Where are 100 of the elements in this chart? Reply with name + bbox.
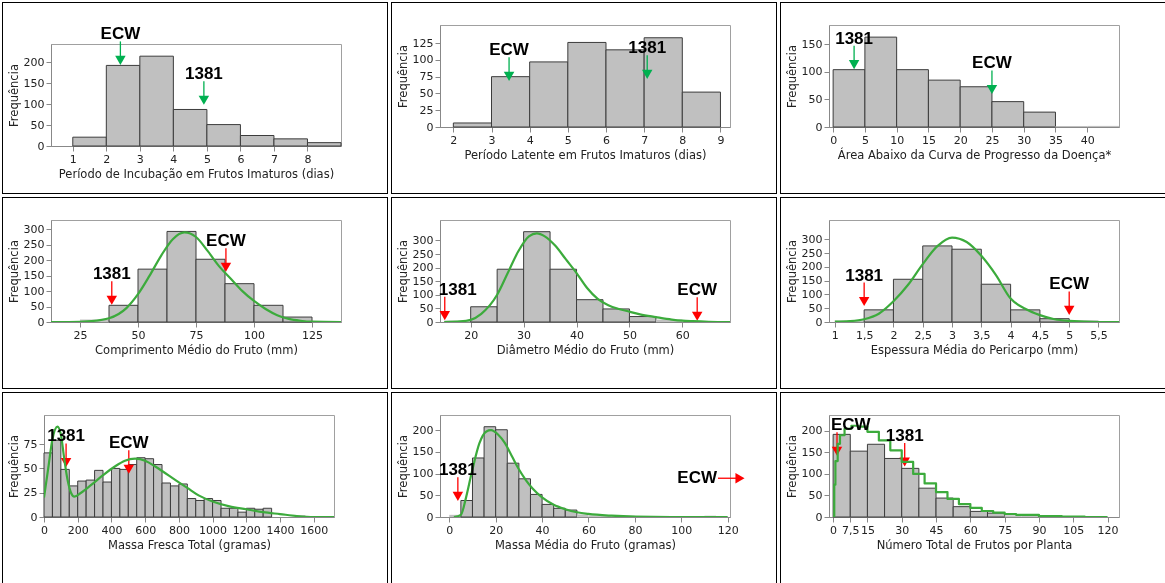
y-tick-label: 100 [23, 284, 45, 298]
y-tick-label: 100 [801, 467, 823, 481]
y-tick-label: 75 [419, 70, 434, 84]
y-tick-label: 100 [801, 287, 823, 301]
y-tick-label: 200 [412, 423, 434, 437]
x-axis-title: Área Abaixo da Curva de Progresso da Doença* [837, 146, 1112, 162]
x-tick-label: 1 [831, 328, 839, 342]
x-tick-label: 75 [998, 523, 1013, 537]
x-tick-label: 1000 [199, 523, 228, 537]
annotation: 1381 [184, 64, 223, 84]
y-tick-label: 200 [23, 55, 45, 69]
y-tick-label: 300 [412, 233, 434, 247]
y-axis-title: Frequência [784, 240, 799, 303]
x-tick-label: 5 [861, 133, 869, 147]
x-tick-label: 125 [302, 328, 323, 342]
y-tick-label: 300 [801, 232, 823, 246]
x-tick-label: 8 [304, 152, 312, 166]
y-tick-label: 125 [412, 36, 434, 50]
x-tick-label: 6 [602, 133, 610, 147]
x-tick-label: 7 [641, 133, 649, 147]
y-axis-title: Frequência [395, 240, 410, 303]
x-tick-label: 3 [136, 152, 144, 166]
y-tick-label: 150 [801, 274, 823, 288]
y-tick-label: 50 [808, 301, 823, 315]
y-tick-label: 0 [426, 315, 434, 329]
x-tick-label: 800 [168, 523, 190, 537]
y-tick-label: 100 [412, 288, 434, 302]
y-axis-title: Frequência [6, 240, 21, 303]
x-tick-label: 2 [103, 152, 111, 166]
annotation: ECW [972, 53, 1013, 73]
x-tick-label: 20 [464, 328, 479, 342]
x-tick-label: 4 [526, 133, 534, 147]
x-tick-label: 35 [1048, 133, 1063, 147]
y-axis-title: Frequência [784, 45, 799, 108]
annotation: 1381 [835, 28, 874, 48]
x-tick-label: 2 [890, 328, 898, 342]
y-tick-label: 150 [23, 76, 45, 90]
x-tick-label: 3,5 [973, 328, 991, 342]
y-tick-label: 150 [801, 445, 823, 459]
y-tick-label: 50 [30, 118, 45, 132]
x-tick-label: 5 [1066, 328, 1074, 342]
y-tick-label: 100 [23, 97, 45, 111]
y-tick-label: 50 [808, 488, 823, 502]
annotation: 1381 [438, 279, 477, 299]
x-tick-label: 40 [535, 523, 550, 537]
y-tick-label: 0 [30, 510, 38, 524]
x-tick-label: 400 [101, 523, 123, 537]
x-tick-label: 0 [446, 523, 454, 537]
y-tick-label: 150 [23, 269, 45, 283]
x-tick-label: 3 [488, 133, 496, 147]
x-tick-label: 20 [489, 523, 504, 537]
x-tick-label: 15 [921, 133, 936, 147]
y-tick-label: 100 [801, 65, 823, 79]
x-tick-label: 7,5 [842, 523, 860, 537]
x-tick-label: 8 [679, 133, 687, 147]
y-axis-title: Frequência [395, 45, 410, 108]
y-tick-label: 300 [23, 222, 45, 236]
annotation: 1381 [845, 265, 884, 285]
x-tick-label: 10 [890, 133, 905, 147]
x-tick-label: 4 [1007, 328, 1015, 342]
annotation: 1381 [92, 264, 131, 284]
y-tick-label: 0 [815, 315, 823, 329]
x-tick-label: 60 [963, 523, 978, 537]
x-tick-label: 9 [717, 133, 725, 147]
x-tick-label: 200 [67, 523, 89, 537]
x-tick-label: 100 [244, 328, 265, 342]
x-tick-label: 600 [135, 523, 157, 537]
x-tick-label: 120 [717, 523, 739, 537]
annotation: ECW [206, 231, 247, 251]
annotation: ECW [100, 24, 142, 44]
x-tick-label: 4,5 [1031, 328, 1050, 342]
y-tick-label: 0 [426, 510, 434, 524]
x-tick-label: 75 [189, 328, 204, 342]
x-tick-label: 1,5 [855, 328, 874, 342]
x-tick-label: 0 [830, 523, 838, 537]
x-tick-label: 90 [1032, 523, 1047, 537]
y-tick-label: 200 [801, 424, 823, 438]
y-tick-label: 0 [815, 510, 823, 524]
x-tick-label: 1400 [266, 523, 295, 537]
y-tick-label: 50 [419, 86, 434, 100]
x-tick-label: 30 [517, 328, 532, 342]
x-tick-label: 25 [985, 133, 1000, 147]
y-tick-label: 200 [412, 261, 434, 275]
x-axis-title: Período Latente em Frutos Imaturos (dias) [464, 147, 707, 162]
y-tick-label: 150 [801, 37, 823, 51]
x-tick-label: 120 [1097, 523, 1119, 537]
x-tick-label: 50 [131, 328, 146, 342]
x-tick-label: 80 [628, 523, 643, 537]
x-tick-label: 30 [895, 523, 910, 537]
y-tick-label: 0 [37, 315, 45, 329]
x-tick-label: 1200 [232, 523, 261, 537]
x-axis-title: Massa Fresca Total (gramas) [108, 537, 271, 552]
x-tick-label: 100 [671, 523, 693, 537]
y-tick-label: 0 [815, 120, 823, 134]
x-tick-label: 5 [203, 152, 211, 166]
x-tick-label: 3 [949, 328, 957, 342]
x-tick-label: 25 [73, 328, 88, 342]
y-tick-label: 200 [801, 260, 823, 274]
y-axis-title: Frequência [395, 435, 410, 498]
y-tick-label: 75 [23, 437, 38, 451]
